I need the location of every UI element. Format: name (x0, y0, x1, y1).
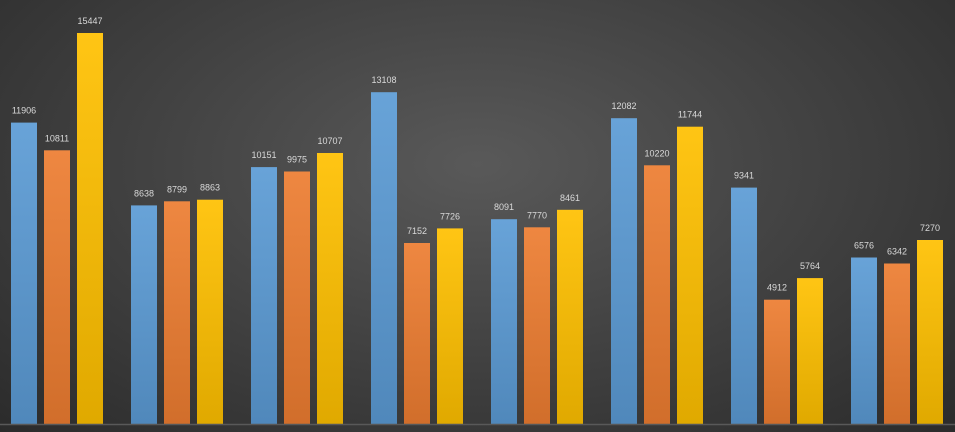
data-label-series3-group2: 8863 (200, 183, 220, 193)
data-label-series1-group6: 12082 (611, 101, 636, 111)
data-label-series2-group7: 4912 (767, 283, 787, 293)
bar-series3-group1 (77, 33, 103, 424)
data-label-series1-group7: 9341 (734, 171, 754, 181)
bar-series3-group2 (197, 199, 223, 424)
data-label-series3-group1: 15447 (77, 16, 102, 26)
data-label-series1-group1: 11906 (12, 106, 36, 116)
data-label-series2-group4: 7152 (407, 226, 427, 236)
data-label-series3-group8: 7270 (920, 223, 940, 233)
bar-series1-group4 (371, 92, 397, 424)
data-label-series2-group1: 10811 (45, 133, 69, 143)
data-label-series1-group5: 8091 (494, 202, 514, 212)
bar-series2-group4 (404, 243, 430, 424)
bar-series1-group8 (851, 257, 877, 424)
bar-series3-group8 (917, 240, 943, 424)
data-label-series1-group2: 8638 (134, 188, 154, 198)
bar-series3-group6 (677, 126, 703, 424)
bar-series1-group3 (251, 167, 277, 424)
data-label-series2-group2: 8799 (167, 184, 187, 194)
bar-series2-group3 (284, 171, 310, 424)
data-label-series2-group6: 10220 (644, 148, 669, 158)
bar-series2-group1 (44, 150, 70, 425)
bar-series1-group6 (611, 118, 637, 424)
data-label-series3-group3: 10707 (317, 136, 342, 146)
bar-series3-group7 (797, 278, 823, 424)
bar-series2-group2 (164, 201, 190, 424)
bar-series3-group4 (437, 228, 463, 424)
data-label-series3-group6: 11744 (678, 110, 702, 120)
data-label-series3-group7: 5764 (800, 261, 820, 271)
data-label-series1-group3: 10151 (251, 150, 276, 160)
data-label-series2-group3: 9975 (287, 155, 307, 165)
bar-series3-group3 (317, 153, 343, 424)
bar-series3-group5 (557, 209, 583, 424)
bar-series2-group8 (884, 263, 910, 424)
bar-series1-group7 (731, 187, 757, 424)
data-label-series3-group5: 8461 (560, 193, 580, 203)
data-label-series1-group8: 6576 (854, 241, 874, 251)
bar-series1-group5 (491, 219, 517, 424)
bar-series2-group6 (644, 165, 670, 425)
data-label-series3-group4: 7726 (440, 211, 460, 221)
data-label-series2-group5: 7770 (527, 210, 547, 220)
bar-series1-group2 (131, 205, 157, 424)
data-label-series1-group4: 13108 (371, 75, 396, 85)
bar-series2-group7 (764, 299, 790, 424)
bar-series1-group1 (11, 122, 37, 424)
bar-series2-group5 (524, 227, 550, 424)
data-label-series2-group8: 6342 (887, 247, 907, 257)
